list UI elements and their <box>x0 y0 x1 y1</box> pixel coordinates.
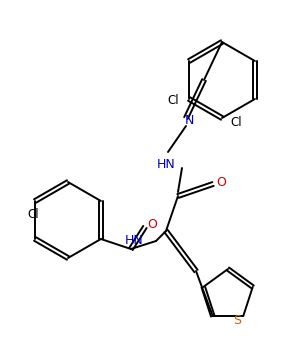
Text: HN: HN <box>157 158 175 171</box>
Text: Cl: Cl <box>230 115 242 129</box>
Text: O: O <box>147 217 157 230</box>
Text: HN: HN <box>125 234 143 247</box>
Text: O: O <box>216 176 226 188</box>
Text: S: S <box>233 314 241 326</box>
Text: N: N <box>184 114 194 126</box>
Text: Cl: Cl <box>27 209 39 222</box>
Text: Cl: Cl <box>167 95 179 108</box>
